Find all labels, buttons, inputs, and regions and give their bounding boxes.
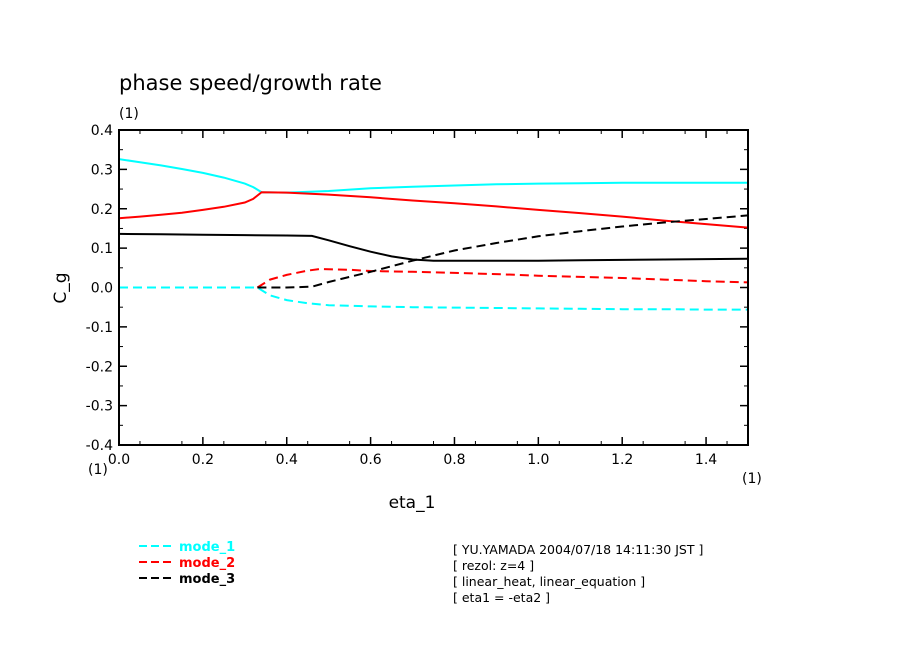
y-tick-label: -0.4: [86, 438, 113, 454]
annotation-text: [ rezol: z=4 ]: [453, 558, 534, 573]
y-tick-label: -0.2: [86, 359, 113, 375]
y-tick-label: 0.0: [91, 281, 113, 297]
legend-label: mode_2: [179, 556, 235, 571]
x-tick-label: 1.0: [527, 452, 549, 468]
x-tick-label: 0.8: [443, 452, 465, 468]
plot-frame: [118, 129, 749, 446]
y-tick-label: 0.3: [91, 162, 113, 178]
y-tick-label: 0.1: [91, 241, 113, 257]
annotation-text: [ eta1 = -eta2 ]: [453, 590, 550, 605]
legend-label: mode_1: [179, 540, 235, 555]
series-line-mode_3-phase: [118, 232, 749, 262]
x-tick-label: 0.4: [276, 452, 298, 468]
series-line-mode_3-growth: [257, 214, 749, 289]
y-unit-label: (1): [119, 106, 139, 122]
series-line-mode_1-phase: [118, 158, 748, 194]
annotation-text: [ YU.YAMADA 2004/07/18 14:11:30 JST ]: [453, 542, 703, 557]
x-unit-label: (1): [742, 471, 762, 487]
annotation-text: [ linear_heat, linear_equation ]: [453, 574, 645, 589]
x-origin-unit-label: (1): [88, 462, 108, 478]
x-tick-label: 0.6: [359, 452, 381, 468]
y-tick-label: -0.1: [86, 320, 113, 336]
y-axis-label: C_g: [51, 272, 71, 303]
x-tick-label: 0.2: [192, 452, 214, 468]
series-line-mode_2-phase: [118, 191, 749, 229]
chart-title: phase speed/growth rate: [119, 71, 382, 95]
series-line-mode_1-growth: [119, 286, 748, 311]
y-tick-label: 0.4: [91, 123, 113, 139]
x-tick-label: 1.2: [611, 452, 633, 468]
x-tick-label: 0.0: [108, 452, 130, 468]
x-axis-label: eta_1: [389, 493, 436, 513]
y-tick-label: -0.3: [86, 399, 113, 415]
series-line-mode_2-growth: [256, 267, 749, 289]
y-tick-label: 0.2: [91, 202, 113, 218]
legend-label: mode_3: [179, 572, 235, 587]
x-tick-label: 1.4: [695, 452, 717, 468]
